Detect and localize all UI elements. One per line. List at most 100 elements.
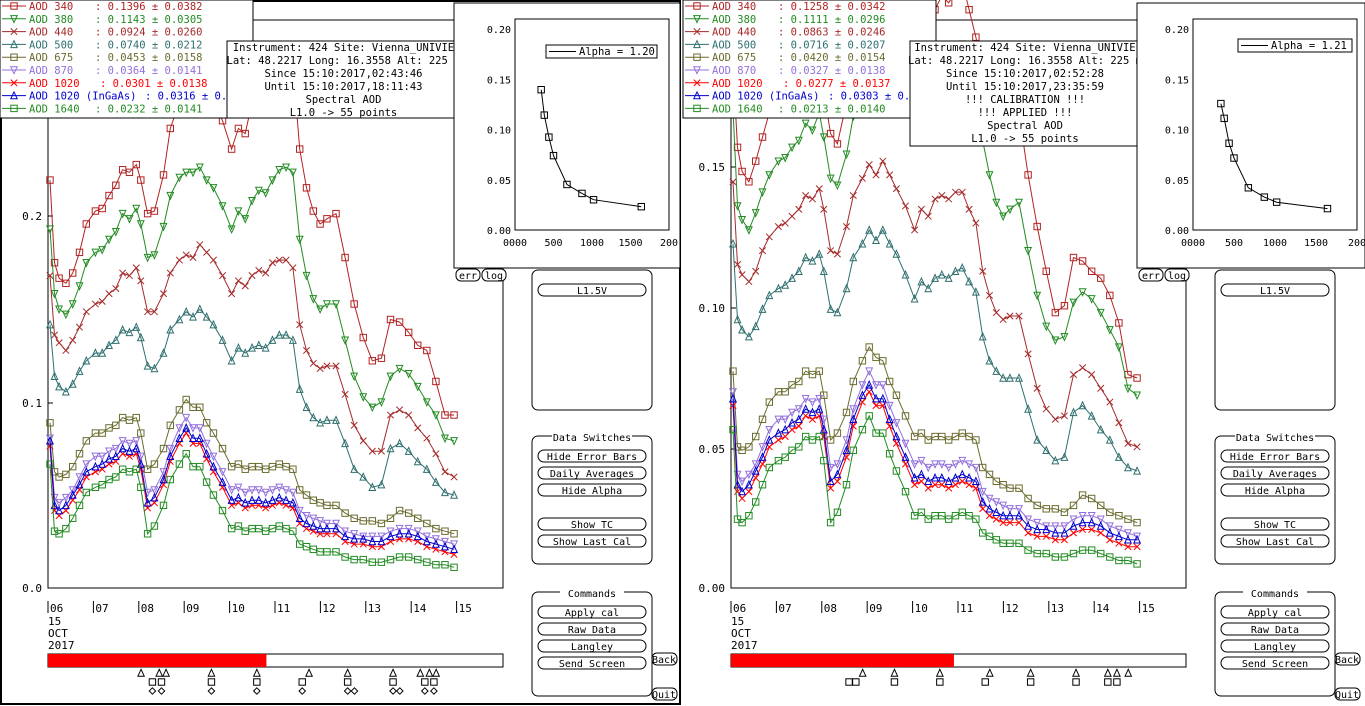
err-button[interactable]: err xyxy=(455,268,481,282)
info-line: Instrument: 424 Site: Vienna_UNIVIE xyxy=(233,42,454,54)
button-frame[interactable] xyxy=(1220,517,1330,531)
data-point xyxy=(985,171,994,180)
data-point xyxy=(404,370,413,379)
show-last-cal-button[interactable]: Show Last Cal xyxy=(1220,534,1330,548)
x-tick-label: 13 xyxy=(368,602,381,615)
time-strip-fill xyxy=(48,654,267,667)
data-point xyxy=(332,548,340,556)
raw-data-button[interactable]: Raw Data xyxy=(537,622,647,636)
button-frame[interactable] xyxy=(1220,622,1330,636)
button-frame[interactable] xyxy=(651,687,678,701)
legend-entry: AOD 1020: 0.0277 ± 0.0137 xyxy=(685,78,890,90)
button-frame[interactable] xyxy=(537,622,647,636)
data-point xyxy=(729,425,737,434)
event-triangle xyxy=(1103,668,1112,677)
button-frame[interactable] xyxy=(537,534,647,548)
apply-cal-button[interactable]: Apply cal xyxy=(537,605,647,619)
data-point xyxy=(423,519,431,528)
data-point xyxy=(195,433,204,442)
data-point xyxy=(781,453,789,461)
button-frame[interactable] xyxy=(537,466,647,480)
send-screen-button[interactable]: Send Screen xyxy=(1220,656,1330,670)
button-frame[interactable] xyxy=(1220,639,1330,653)
date-label: 15 xyxy=(48,615,61,628)
err-button[interactable]: err xyxy=(1138,268,1164,282)
legend-marker xyxy=(10,15,18,24)
hide-alpha-button[interactable]: Hide Alpha xyxy=(537,483,647,497)
x-tick-label: 09 xyxy=(186,602,199,615)
data-point xyxy=(1024,546,1032,554)
data-point xyxy=(1115,556,1123,565)
data-point xyxy=(795,377,803,386)
alpha-point xyxy=(1260,193,1269,201)
data-point xyxy=(972,219,980,227)
back-button[interactable]: Back xyxy=(1334,652,1361,666)
data-point xyxy=(261,488,270,498)
button-frame[interactable] xyxy=(1220,605,1330,619)
button-frame[interactable] xyxy=(1334,687,1361,701)
data-point xyxy=(1060,452,1069,461)
button-frame[interactable] xyxy=(1220,449,1330,463)
show-tc-button[interactable]: Show TC xyxy=(537,517,647,531)
back-button[interactable]: Back xyxy=(651,652,678,666)
log-button[interactable]: log xyxy=(481,268,507,282)
button-frame[interactable] xyxy=(537,639,647,653)
data-point xyxy=(228,290,236,298)
data-point xyxy=(302,402,311,411)
quit-button[interactable]: Quit xyxy=(651,687,678,701)
button-frame[interactable] xyxy=(1334,652,1361,666)
err-button-frame[interactable] xyxy=(1138,268,1164,282)
data-point xyxy=(69,514,77,522)
data-point xyxy=(350,555,358,564)
data-point xyxy=(150,207,159,215)
alpha-point xyxy=(1244,184,1253,192)
raw-data-button[interactable]: Raw Data xyxy=(1220,622,1330,636)
level-button[interactable]: L1.5V xyxy=(537,283,647,297)
hide-error-bars-button[interactable]: Hide Error Bars xyxy=(1220,449,1330,463)
level-button[interactable]: L1.5V xyxy=(1220,283,1330,297)
quit-button[interactable]: Quit xyxy=(1334,687,1361,701)
data-point xyxy=(322,300,331,309)
daily-averages-button[interactable]: Daily Averages xyxy=(1220,466,1330,480)
err-button-frame[interactable] xyxy=(455,268,481,282)
button-frame[interactable] xyxy=(1220,534,1330,548)
button-frame[interactable] xyxy=(651,652,678,666)
level-button-frame[interactable] xyxy=(1220,283,1330,297)
button-frame[interactable] xyxy=(537,517,647,531)
data-point xyxy=(302,518,311,528)
hide-error-bars-button[interactable]: Hide Error Bars xyxy=(537,449,647,463)
data-point xyxy=(69,336,77,344)
button-frame[interactable] xyxy=(1220,483,1330,497)
series-aod-675 xyxy=(46,395,458,538)
daily-averages-button[interactable]: Daily Averages xyxy=(537,466,647,480)
log-button-frame[interactable] xyxy=(481,268,507,282)
button-frame[interactable] xyxy=(1220,656,1330,670)
data-switches-title: Data Switches xyxy=(553,433,631,444)
event-triangle xyxy=(858,668,867,677)
level-button-frame[interactable] xyxy=(537,283,647,297)
data-point xyxy=(196,462,204,471)
button-frame[interactable] xyxy=(537,483,647,497)
hide-alpha-button[interactable]: Hide Alpha xyxy=(1220,483,1330,497)
data-point xyxy=(248,197,257,206)
button-frame[interactable] xyxy=(1220,466,1330,480)
data-point xyxy=(999,501,1008,511)
apply-cal-button[interactable]: Apply cal xyxy=(1220,605,1330,619)
log-button-frame[interactable] xyxy=(1164,268,1190,282)
data-point xyxy=(1097,384,1105,392)
data-point xyxy=(309,207,318,215)
data-point xyxy=(105,454,114,463)
show-tc-button[interactable]: Show TC xyxy=(1220,517,1330,531)
data-point xyxy=(50,331,59,339)
button-frame[interactable] xyxy=(537,656,647,670)
data-point xyxy=(1042,267,1050,275)
data-point xyxy=(752,498,760,506)
langley-button[interactable]: Langley xyxy=(1220,639,1330,653)
legend-value: : 0.0303 ± 0.0 xyxy=(828,91,917,103)
send-screen-button[interactable]: Send Screen xyxy=(537,656,647,670)
log-button[interactable]: log xyxy=(1164,268,1190,282)
button-frame[interactable] xyxy=(537,449,647,463)
button-frame[interactable] xyxy=(537,605,647,619)
show-last-cal-button[interactable]: Show Last Cal xyxy=(537,534,647,548)
langley-button[interactable]: Langley xyxy=(537,639,647,653)
